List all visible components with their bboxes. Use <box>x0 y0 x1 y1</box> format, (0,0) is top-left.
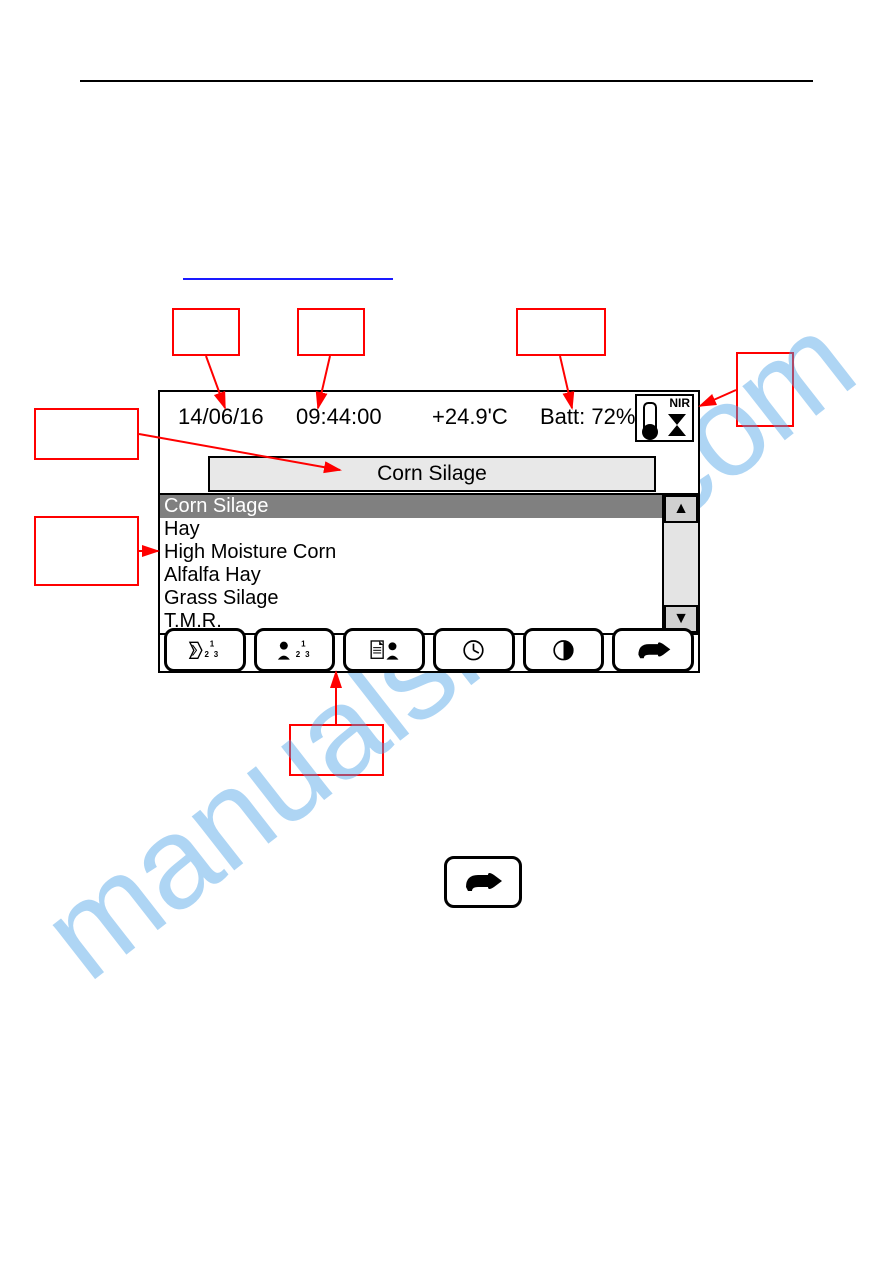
selected-product-field[interactable]: Corn Silage <box>208 456 656 492</box>
svg-text:3: 3 <box>214 650 219 659</box>
annotation-box-selected <box>34 408 139 460</box>
section-underline <box>183 278 393 280</box>
list-item[interactable]: High Moisture Corn <box>160 541 662 564</box>
hourglass-icon <box>668 414 686 436</box>
toolbar-pointer-button[interactable] <box>612 628 694 672</box>
page-rule <box>80 80 813 82</box>
toolbar: 1 2 3 1 2 3 <box>160 629 698 671</box>
toolbar-clock-button[interactable] <box>433 628 515 672</box>
list-item[interactable]: Grass Silage <box>160 587 662 610</box>
status-bar: 14/06/16 09:44:00 +24.9'C Batt: 72% NIR <box>160 392 698 442</box>
svg-text:1: 1 <box>301 639 306 648</box>
scrollbar: ▲ ▼ <box>662 495 698 633</box>
status-time: 09:44:00 <box>296 404 382 430</box>
device-screen: 14/06/16 09:44:00 +24.9'C Batt: 72% NIR … <box>158 390 700 673</box>
product-number-icon: 1 2 3 <box>178 637 231 664</box>
annotation-box-toolbar <box>289 724 384 776</box>
contrast-icon <box>537 637 590 664</box>
svg-text:3: 3 <box>305 650 310 659</box>
list-item[interactable]: Alfalfa Hay <box>160 564 662 587</box>
toolbar-doc-user-button[interactable] <box>343 628 425 672</box>
list-item[interactable]: Hay <box>160 518 662 541</box>
product-list[interactable]: Corn SilageHayHigh Moisture CornAlfalfa … <box>160 495 662 633</box>
status-nir-box: NIR <box>635 394 694 442</box>
svg-text:2: 2 <box>205 650 210 659</box>
annotation-box-list <box>34 516 139 586</box>
status-battery: Batt: 72% <box>540 404 635 430</box>
selected-product-text: Corn Silage <box>377 462 487 486</box>
nir-label: NIR <box>669 396 690 410</box>
annotation-box-time <box>297 308 365 356</box>
pointer-icon <box>458 867 508 897</box>
user-number-icon: 1 2 3 <box>268 637 321 664</box>
svg-text:1: 1 <box>210 639 215 648</box>
annotation-box-nir <box>736 352 794 427</box>
status-temperature: +24.9'C <box>432 404 508 430</box>
list-item[interactable]: Corn Silage <box>160 495 662 518</box>
inline-pointer-button[interactable] <box>444 856 522 908</box>
pointer-icon <box>627 637 680 664</box>
svg-text:2: 2 <box>296 650 301 659</box>
annotation-box-date <box>172 308 240 356</box>
product-list-wrap: Corn SilageHayHigh Moisture CornAlfalfa … <box>160 493 698 635</box>
doc-user-icon <box>358 637 411 664</box>
thermometer-icon <box>643 402 657 436</box>
toolbar-product-number-button[interactable]: 1 2 3 <box>164 628 246 672</box>
clock-icon <box>447 637 500 664</box>
status-date: 14/06/16 <box>178 404 264 430</box>
toolbar-contrast-button[interactable] <box>523 628 605 672</box>
scroll-up-button[interactable]: ▲ <box>664 495 698 523</box>
toolbar-user-number-button[interactable]: 1 2 3 <box>254 628 336 672</box>
annotation-box-battery <box>516 308 606 356</box>
